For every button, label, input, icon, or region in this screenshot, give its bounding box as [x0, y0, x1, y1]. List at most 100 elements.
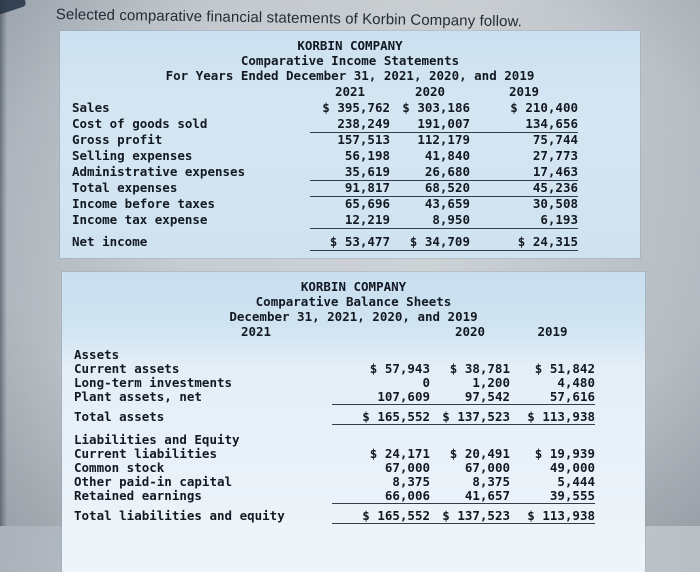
value-2020: 26,680: [390, 164, 470, 181]
value-2021: $ 53,477: [310, 234, 390, 251]
row-label: Selling expenses: [72, 148, 193, 163]
company-name: KORBIN COMPANY: [297, 38, 403, 53]
value-2020: 43,659: [424, 196, 470, 211]
row-label: Income tax expense: [72, 212, 208, 227]
value-2019: 6,193: [470, 212, 578, 229]
value-2021: 56,198: [344, 148, 390, 163]
column-header-2019: 2019: [508, 84, 540, 99]
value-2019: 27,773: [532, 148, 578, 163]
row-label: Total assets: [74, 409, 165, 424]
table-row-other-paid-in-capital: Other paid-in capital 8,375 8,375 5,444: [62, 475, 645, 489]
row-label: Other paid-in capital: [74, 474, 233, 489]
section-heading-assets: Assets: [74, 347, 120, 362]
value-2019: 75,744: [532, 132, 578, 147]
value-2021: 0: [422, 375, 430, 390]
value-2019: 5,444: [557, 474, 595, 489]
row-label: Income before taxes: [72, 196, 215, 211]
value-2020: 97,542: [430, 390, 510, 405]
value-2021: 12,219: [310, 212, 390, 229]
table-row-total-assets: Total assets $ 165,552 $ 137,523 $ 113,9…: [62, 409, 645, 425]
column-header-2019: 2019: [537, 324, 568, 339]
value-2021: 157,513: [337, 132, 390, 147]
value-2020: 1,200: [472, 375, 510, 390]
value-2019: 30,508: [532, 196, 578, 211]
statement-title: Comparative Income Statements: [240, 53, 460, 68]
column-header-2021: 2021: [334, 84, 366, 99]
row-label: Net income: [72, 234, 148, 249]
value-2020: $ 34,709: [390, 234, 470, 251]
value-2021: 35,619: [310, 164, 390, 181]
balance-sheet-header: KORBIN COMPANY Comparative Balance Sheet…: [62, 272, 645, 324]
value-2020: 112,179: [417, 132, 470, 147]
value-2019: $ 51,842: [534, 361, 595, 376]
value-2019: 57,616: [510, 390, 595, 405]
statement-period: December 31, 2021, 2020, and 2019: [229, 309, 478, 324]
value-2020: 8,950: [390, 212, 470, 229]
table-row-plant-assets-net: Plant assets, net 107,609 97,542 57,616: [62, 389, 645, 405]
year-columns-row: 2021 2020 2019: [60, 84, 640, 100]
value-2021: 91,817: [310, 180, 390, 197]
row-label: Long-term investments: [74, 375, 233, 390]
income-statement-table: KORBIN COMPANY Comparative Income Statem…: [60, 31, 640, 258]
table-row-long-term-investments: Long-term investments 0 1,200 4,480: [62, 376, 645, 390]
table-row-net-income: Net income $ 53,477 $ 34,709 $ 24,315: [60, 234, 640, 251]
balance-sheet-table: KORBIN COMPANY Comparative Balance Sheet…: [62, 272, 645, 572]
row-label: Total liabilities and equity: [74, 508, 285, 523]
value-2019: $ 113,938: [510, 509, 595, 524]
value-2020: $ 303,186: [402, 100, 470, 115]
value-2021: $ 165,552: [332, 410, 430, 425]
value-2020: 67,000: [464, 460, 510, 475]
value-2021: $ 395,762: [322, 100, 390, 115]
value-2020: $ 38,781: [449, 361, 510, 376]
value-2019: $ 210,400: [510, 100, 578, 115]
table-row-current-assets: Current assets $ 57,943 $ 38,781 $ 51,84…: [62, 362, 645, 376]
table-row-sales: Sales $ 395,762 $ 303,186 $ 210,400: [60, 100, 640, 116]
table-row-total-expenses: Total expenses 91,817 68,520 45,236: [60, 180, 640, 197]
value-2019: 4,480: [557, 375, 595, 390]
value-2021: 67,000: [384, 460, 430, 475]
left-edge-shadow: [0, 0, 7, 526]
row-label: Total expenses: [72, 180, 178, 195]
table-row-common-stock: Common stock 67,000 67,000 49,000: [62, 461, 645, 475]
value-2019: 39,555: [510, 489, 595, 504]
table-row-current-liabilities: Current liabilities $ 24,171 $ 20,491 $ …: [62, 447, 645, 461]
table-row-admin-expenses: Administrative expenses 35,619 26,680 17…: [60, 164, 640, 181]
intro-text: Selected comparative financial statement…: [55, 6, 523, 31]
value-2020: 191,007: [390, 116, 470, 133]
table-row-cogs: Cost of goods sold 238,249 191,007 134,6…: [60, 116, 640, 133]
column-header-2021: 2021: [240, 324, 272, 339]
row-label: Current assets: [74, 361, 180, 376]
value-2019: 49,000: [549, 460, 595, 475]
value-2019: 134,656: [470, 116, 578, 133]
value-2021: 238,249: [310, 116, 390, 133]
value-2021: 8,375: [392, 474, 430, 489]
value-2021: 66,006: [332, 489, 430, 504]
table-row-total-liabilities-equity: Total liabilities and equity $ 165,552 $…: [62, 508, 645, 524]
row-label: Plant assets, net: [74, 389, 202, 404]
value-2020: $ 20,491: [449, 446, 510, 461]
value-2021: $ 57,943: [369, 361, 430, 376]
table-row-income-before-taxes: Income before taxes 65,696 43,659 30,508: [60, 196, 640, 212]
value-2021: $ 24,171: [369, 446, 430, 461]
row-label: Common stock: [74, 460, 165, 475]
row-label: Retained earnings: [74, 488, 202, 503]
row-label: Current liabilities: [74, 446, 217, 461]
statement-title: Comparative Balance Sheets: [255, 294, 452, 309]
value-2021: 107,609: [332, 390, 430, 405]
table-row-income-tax-expense: Income tax expense 12,219 8,950 6,193: [60, 212, 640, 229]
company-name: KORBIN COMPANY: [300, 279, 407, 294]
value-2019: $ 19,939: [534, 446, 595, 461]
column-header-2020: 2020: [454, 324, 486, 339]
value-2020: 41,840: [424, 148, 470, 163]
value-2019: 17,463: [470, 164, 578, 181]
value-2020: $ 137,523: [430, 509, 510, 524]
value-2020: 8,375: [472, 474, 510, 489]
column-header-2020: 2020: [414, 84, 446, 99]
value-2019: $ 113,938: [510, 410, 595, 425]
table-row-retained-earnings: Retained earnings 66,006 41,657 39,555: [62, 488, 645, 504]
table-row-gross-profit: Gross profit 157,513 112,179 75,744: [60, 132, 640, 148]
row-label: Gross profit: [72, 132, 163, 147]
table-row-selling-expenses: Selling expenses 56,198 41,840 27,773: [60, 148, 640, 164]
value-2020: 68,520: [390, 180, 470, 197]
value-2020: 41,657: [430, 489, 510, 504]
